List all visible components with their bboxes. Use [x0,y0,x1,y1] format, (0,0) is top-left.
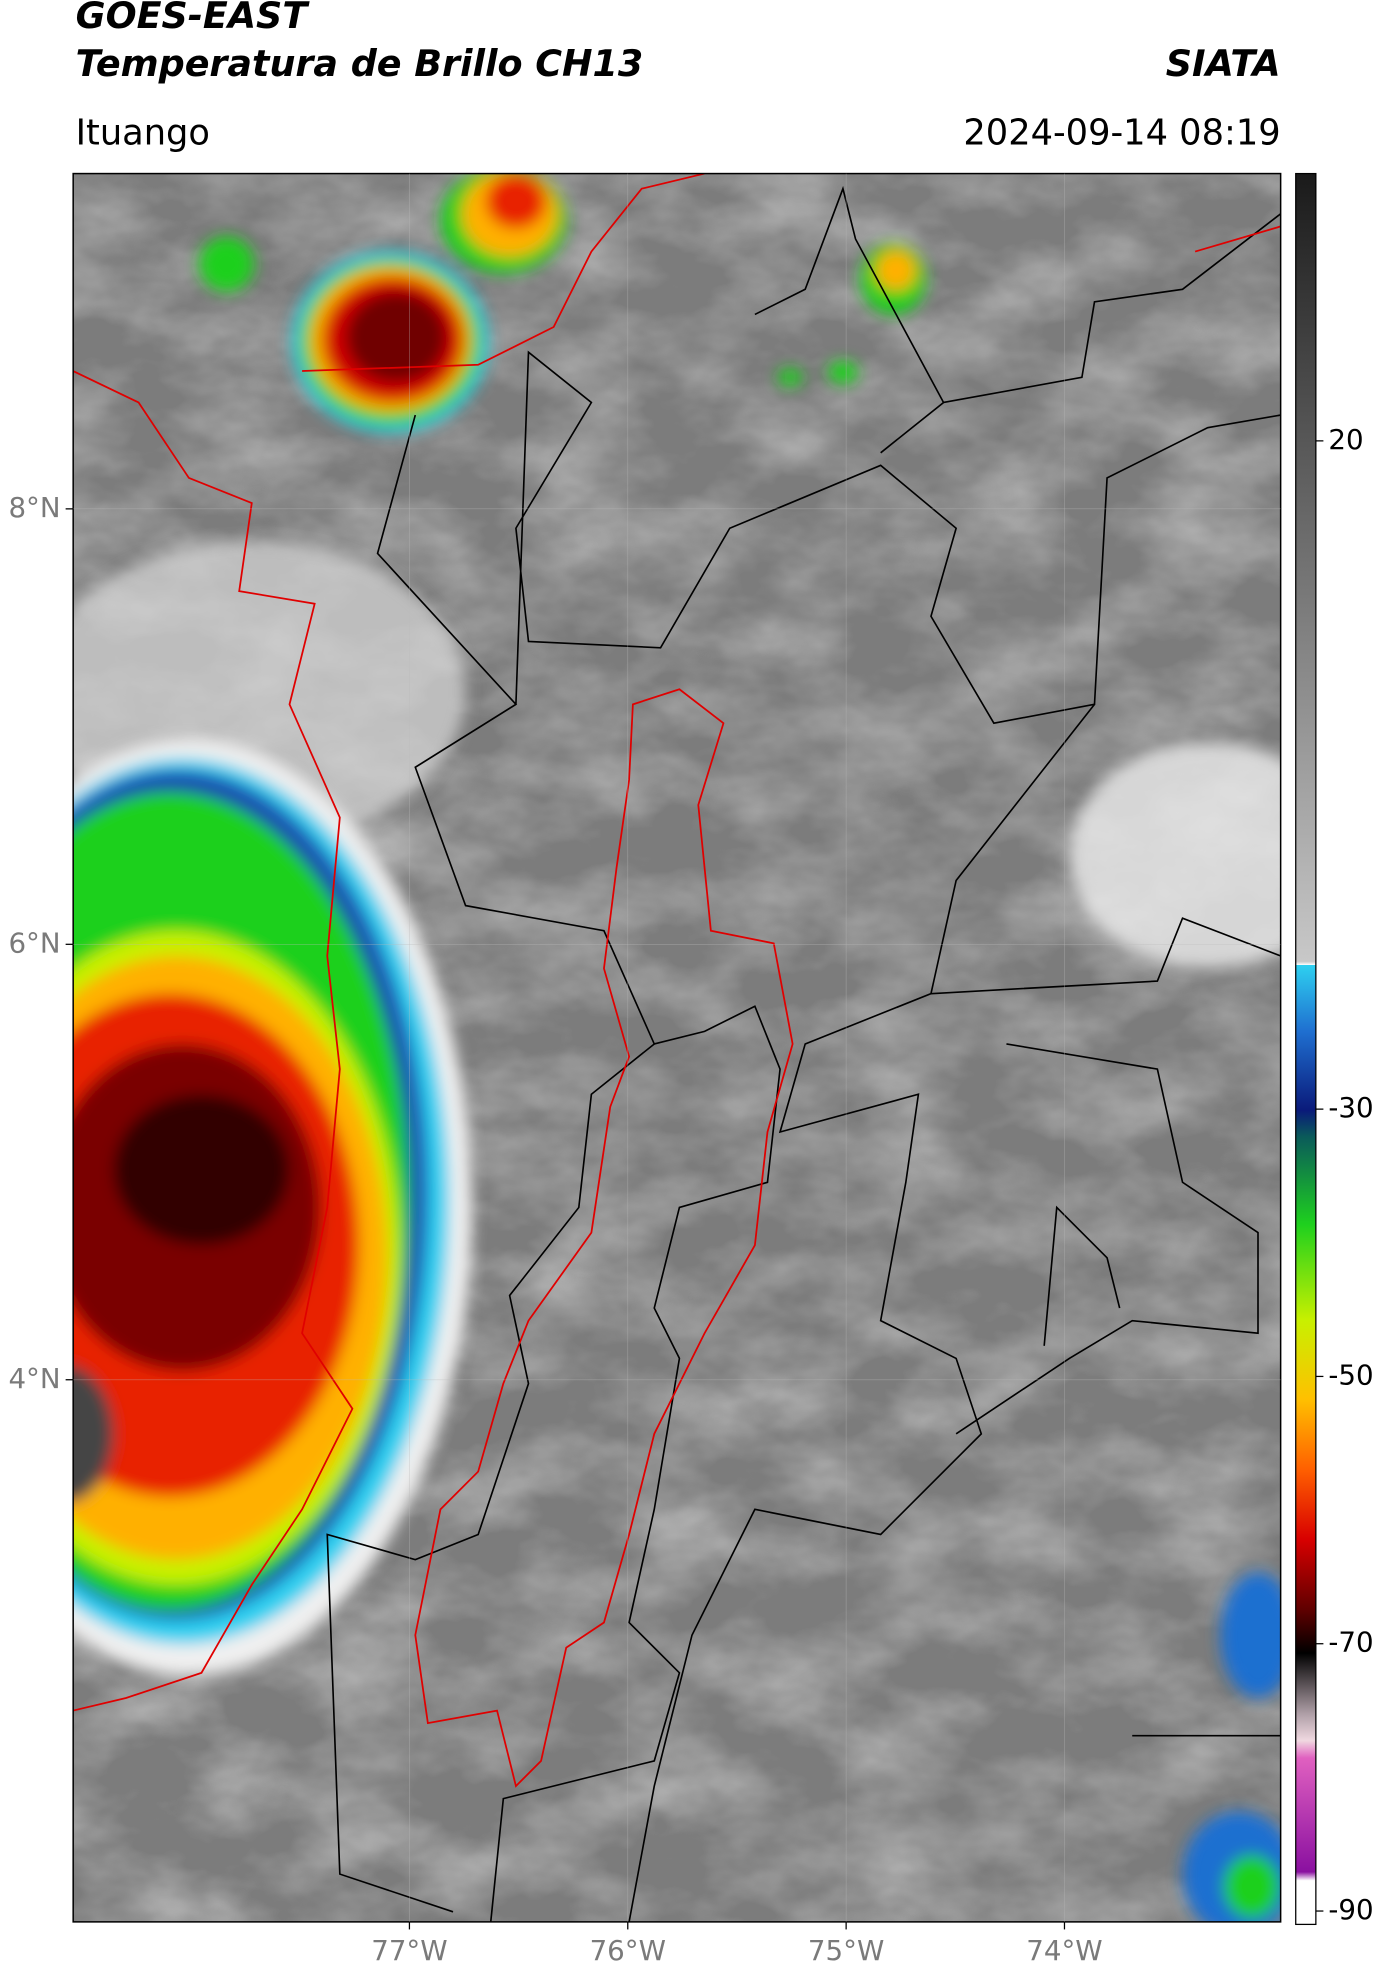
map-frame [72,172,1282,1923]
title: GOES-EAST [76,0,311,37]
cold-clouds [73,173,1281,1922]
admin-borders [326,185,1281,1922]
y-tick-label: 4°N [8,1362,60,1395]
y-tick-label: 6°N [8,926,60,959]
x-tick-label: 75°W [808,1934,884,1967]
location: Ituango [76,113,210,154]
x-tick-label: 74°W [1026,1934,1102,1967]
colorbar-tick-label: -70 [1328,1626,1373,1659]
subtitle: Temperatura de Brillo CH13 [76,42,644,85]
colorbar-tick-label: -50 [1328,1358,1373,1391]
map [73,173,1281,1922]
y-tick-label: 8°N [8,491,60,524]
colorbar-tick-label: -90 [1328,1893,1373,1926]
colorbar [1295,172,1317,1926]
x-tick-label: 77°W [371,1934,447,1967]
timestamp: 2024-09-14 08:19 [963,113,1280,154]
colorbar-tick-label: 20 [1328,423,1363,456]
x-tick-label: 76°W [590,1934,666,1967]
agency: SIATA [1166,42,1281,85]
ticks: 77°W 76°W 75°W 74°W 8°N 6°N 4°N 20 -30 -50 -70 -90 [8,173,1374,1967]
red-outlines [73,173,1281,1788]
colorbar-tick-label: -30 [1328,1091,1373,1124]
